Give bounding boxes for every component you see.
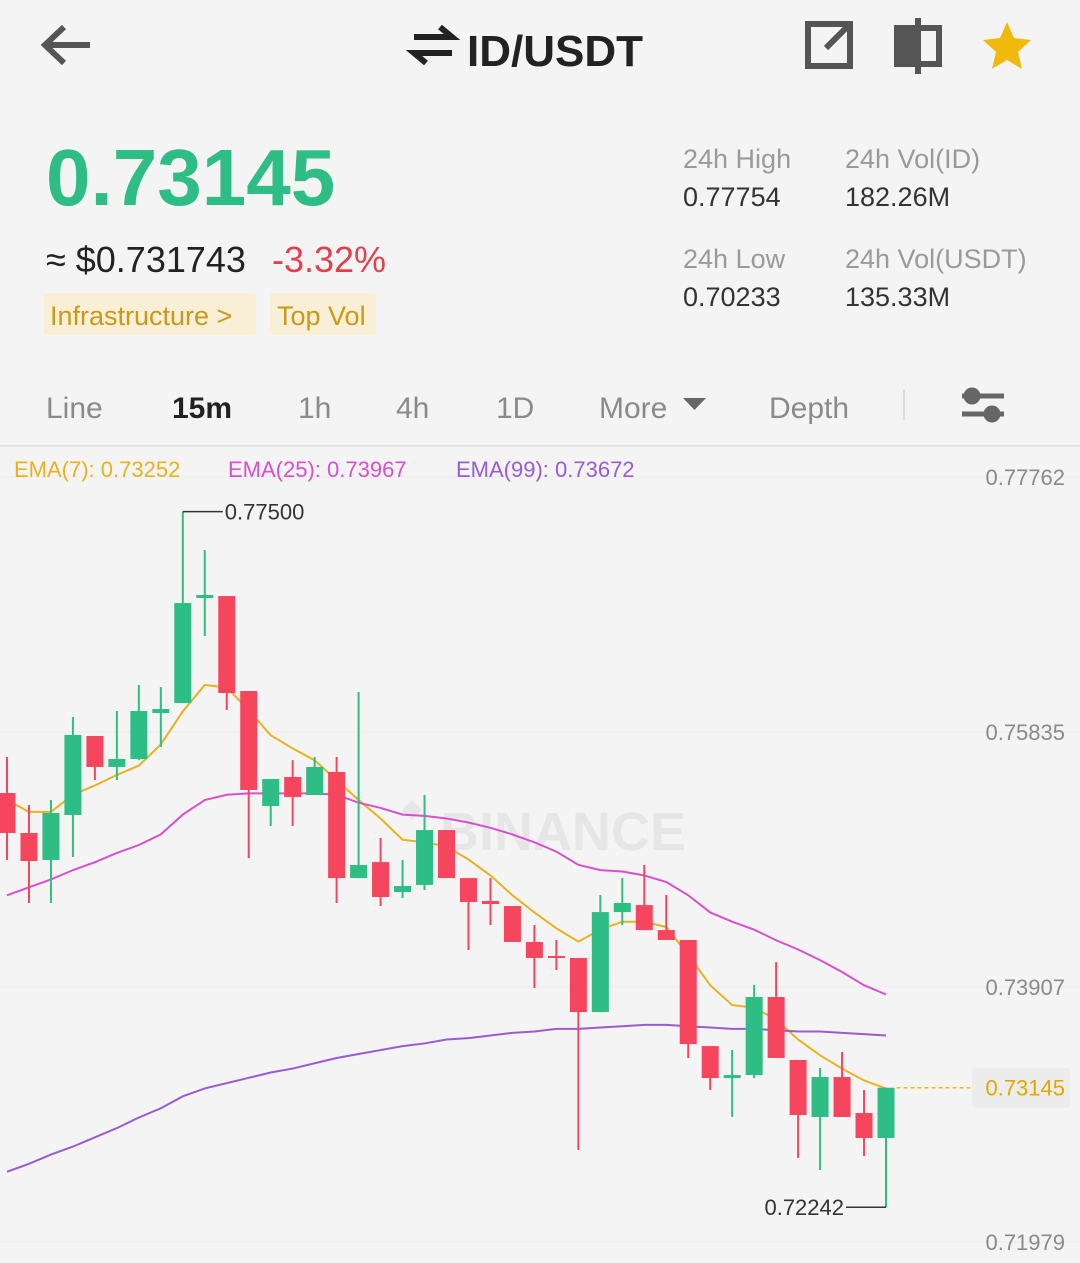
ema-line bbox=[6, 792, 887, 996]
candle-body bbox=[679, 939, 697, 1045]
ema-line bbox=[6, 1023, 887, 1173]
price-change: -3.32% bbox=[272, 239, 386, 280]
y-tick-label: 0.77762 bbox=[985, 465, 1065, 490]
candle-body bbox=[438, 830, 455, 879]
candle-body bbox=[723, 1075, 741, 1079]
candle-body bbox=[877, 1087, 895, 1139]
tab[interactable]: Line bbox=[46, 392, 103, 425]
candle-body bbox=[42, 812, 60, 860]
stat-value: 135.33M bbox=[845, 282, 950, 312]
tab[interactable]: More bbox=[599, 392, 667, 425]
stat-value: 0.70233 bbox=[683, 282, 781, 312]
fiat-price: ≈ $0.731743 bbox=[46, 239, 246, 280]
stat-value: 0.77754 bbox=[683, 182, 781, 212]
stat-value: 182.26M bbox=[845, 182, 950, 212]
pair-title: ID/USDT bbox=[467, 27, 643, 76]
candle-body bbox=[152, 709, 170, 713]
candle-body bbox=[218, 596, 236, 694]
legend-entry: EMA(7): 0.73252 bbox=[14, 457, 180, 482]
last-price: 0.73145 bbox=[46, 133, 335, 222]
candle-body bbox=[64, 734, 82, 815]
candle-body bbox=[328, 771, 346, 879]
dropdown-caret bbox=[683, 398, 706, 410]
candle-body bbox=[459, 878, 477, 903]
candle-body bbox=[701, 1046, 719, 1079]
layout-icon[interactable] bbox=[894, 18, 942, 74]
candle-body bbox=[481, 900, 499, 905]
candle-body bbox=[745, 997, 763, 1076]
tag-bg bbox=[44, 293, 256, 335]
favorite-star[interactable] bbox=[983, 22, 1031, 69]
candle-body bbox=[174, 603, 192, 704]
tab[interactable]: 1D bbox=[496, 392, 534, 425]
candle-body bbox=[284, 777, 302, 797]
candle-body bbox=[86, 736, 104, 767]
candle-body bbox=[591, 912, 609, 1013]
candle-body bbox=[20, 832, 38, 862]
candle-body bbox=[503, 905, 521, 942]
back-button[interactable] bbox=[40, 24, 90, 66]
tab[interactable]: 1h bbox=[298, 392, 331, 425]
candle-body bbox=[811, 1077, 829, 1117]
candle-body bbox=[657, 930, 675, 940]
tag[interactable]: Infrastructure > bbox=[50, 301, 232, 331]
candle-body bbox=[350, 864, 368, 879]
candle-body bbox=[767, 997, 785, 1058]
watermark: BINANCE bbox=[440, 802, 686, 862]
candle-body bbox=[394, 886, 412, 892]
y-tick-label: 0.71979 bbox=[985, 1230, 1065, 1255]
candle-body bbox=[416, 830, 434, 885]
tag-bg bbox=[270, 293, 376, 335]
y-tick-label: 0.73907 bbox=[985, 975, 1065, 1000]
candle-body bbox=[130, 710, 148, 760]
last-price-tag bbox=[972, 1067, 1070, 1108]
candle-body bbox=[0, 793, 16, 833]
y-tick-label: 0.75835 bbox=[985, 720, 1065, 745]
candle-body bbox=[372, 862, 390, 897]
candle-body bbox=[789, 1059, 807, 1115]
candle-body bbox=[108, 759, 126, 767]
candle-body bbox=[833, 1077, 851, 1117]
candle-body bbox=[196, 594, 214, 599]
share-icon[interactable] bbox=[805, 21, 853, 69]
stat-label: 24h High bbox=[683, 144, 791, 174]
candle-body bbox=[525, 941, 543, 958]
annotation: 0.77500 bbox=[225, 500, 305, 525]
candle-body bbox=[306, 766, 324, 796]
last-price-label: 0.73145 bbox=[985, 1076, 1065, 1101]
tab-active[interactable]: 15m bbox=[172, 392, 232, 425]
stat-label: 24h Vol(ID) bbox=[845, 144, 980, 174]
legend-entry: EMA(25): 0.73967 bbox=[228, 457, 407, 482]
swap-icon[interactable] bbox=[405, 24, 461, 66]
candle-body bbox=[240, 691, 258, 790]
candle-body bbox=[855, 1113, 873, 1139]
candle-body bbox=[569, 957, 587, 1013]
stat-label: 24h Low bbox=[683, 244, 786, 274]
annotation: 0.72242 bbox=[764, 1195, 844, 1220]
candle-body bbox=[262, 778, 280, 806]
candle-body bbox=[547, 955, 565, 958]
stat-label: 24h Vol(USDT) bbox=[845, 244, 1027, 274]
tab[interactable]: 4h bbox=[396, 392, 429, 425]
candle-body bbox=[613, 902, 631, 913]
tag[interactable]: Top Vol bbox=[277, 301, 366, 331]
settings-icon[interactable] bbox=[962, 387, 1004, 423]
tab[interactable]: Depth bbox=[769, 392, 849, 425]
chart: BINANCE 0.77762 0.75835 0.73907 0.71979 EMA(… bbox=[0, 457, 1080, 1255]
legend-entry: EMA(99): 0.73672 bbox=[456, 457, 635, 482]
candle-body bbox=[635, 905, 653, 931]
